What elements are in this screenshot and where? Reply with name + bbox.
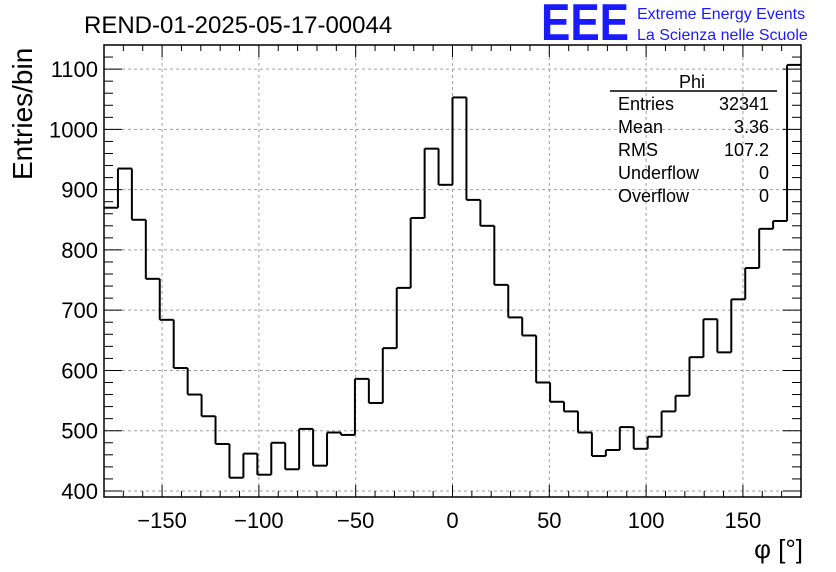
x-tick-label: −50 xyxy=(337,508,374,533)
eee-logo: EEE Extreme Energy Events La Scienza nel… xyxy=(541,0,808,52)
stats-value-overflow: 0 xyxy=(759,186,769,206)
stats-label-overflow: Overflow xyxy=(618,186,690,206)
stats-value-underflow: 0 xyxy=(759,163,769,183)
x-tick-label: 150 xyxy=(725,508,762,533)
y-axis-ticks: 400 500 600 700 800 900 1000 1100 xyxy=(49,44,801,504)
y-tick-label: 900 xyxy=(61,178,98,203)
stats-label-entries: Entries xyxy=(618,94,674,114)
stats-box: Phi Entries 32341 Mean 3.36 RMS 107.2 Un… xyxy=(610,72,777,206)
stats-label-underflow: Underflow xyxy=(618,163,700,183)
stats-label-rms: RMS xyxy=(618,140,658,160)
histogram-bins xyxy=(104,63,801,479)
chart-title: REND-01-2025-05-17-00044 xyxy=(84,12,392,39)
x-axis-ticks: −150 −100 −50 0 50 100 150 xyxy=(103,45,802,533)
y-tick-label: 500 xyxy=(61,419,98,444)
logo-line1: Extreme Energy Events xyxy=(637,6,805,23)
y-tick-label: 800 xyxy=(61,238,98,263)
logo-mark: EEE xyxy=(541,0,629,52)
y-tick-label: 1000 xyxy=(49,117,98,142)
x-axis-label: φ [°] xyxy=(754,534,803,564)
stats-value-mean: 3.36 xyxy=(734,117,769,137)
x-tick-label: 0 xyxy=(446,508,458,533)
stats-value-rms: 107.2 xyxy=(724,140,769,160)
y-tick-label: 700 xyxy=(61,298,98,323)
x-tick-label: 100 xyxy=(628,508,665,533)
x-tick-label: −100 xyxy=(234,508,284,533)
x-tick-label: 50 xyxy=(537,508,561,533)
y-tick-label: 600 xyxy=(61,358,98,383)
y-axis-label: Entries/bin xyxy=(7,48,38,180)
stats-value-entries: 32341 xyxy=(719,94,769,114)
y-tick-label: 1100 xyxy=(51,57,98,82)
x-tick-label: −150 xyxy=(137,508,187,533)
stats-label-mean: Mean xyxy=(618,117,663,137)
y-tick-label: 400 xyxy=(61,479,98,504)
stats-title: Phi xyxy=(679,72,705,92)
logo-line2: La Scienza nelle Scuole xyxy=(637,27,808,44)
